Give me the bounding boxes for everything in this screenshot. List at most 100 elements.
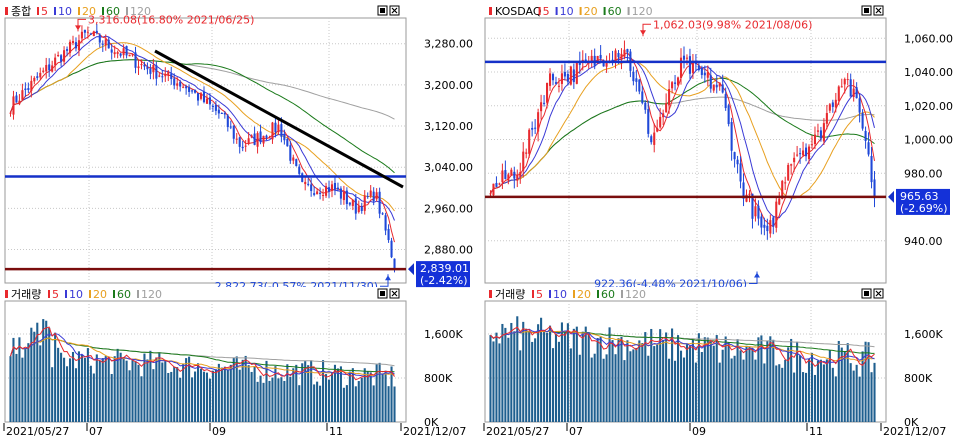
volume-bar	[179, 377, 182, 422]
ma-legend-label: 20	[82, 5, 96, 18]
x-tick-label: 11	[329, 425, 343, 437]
volume-bar	[211, 370, 214, 422]
volume-bar	[63, 357, 66, 422]
volume-bar	[149, 350, 152, 422]
volume-bar	[802, 372, 805, 422]
ma-legend-label: 5	[543, 5, 550, 18]
volume-bar	[354, 386, 357, 422]
candle-body	[873, 179, 876, 199]
kosdaq-volume-chart: 1,600K 800K 0K	[484, 300, 943, 429]
y-tick-label: 3,120.00	[424, 120, 473, 133]
volume-bar	[256, 381, 259, 422]
candle-body	[271, 122, 274, 140]
volume-bar	[202, 371, 206, 422]
ma-legend-marker	[37, 7, 39, 15]
volume-bar	[522, 321, 525, 422]
candle-body	[531, 127, 534, 130]
volume-bar	[828, 349, 831, 422]
candle-body	[42, 70, 45, 72]
candle-body	[852, 88, 855, 97]
candle-body	[751, 193, 754, 219]
volume-bar	[21, 357, 24, 422]
candle-body	[813, 134, 817, 144]
candle-body	[519, 172, 522, 178]
volume-bar	[316, 381, 319, 422]
volume-bar	[298, 385, 301, 422]
volume-bar	[164, 361, 167, 422]
candle-body	[492, 183, 495, 196]
candle-body	[176, 83, 179, 86]
candle-body	[247, 138, 250, 144]
current-change: (-2.42%)	[420, 274, 468, 287]
ma-legend-marker	[579, 7, 582, 15]
volume-bar	[223, 366, 226, 422]
volume-bar	[292, 368, 295, 422]
volume-bar	[116, 348, 119, 422]
volume-bar	[772, 339, 775, 422]
volume-bar	[623, 360, 626, 422]
ma-legend-marker	[113, 290, 115, 298]
candle-body	[134, 52, 137, 68]
volume-bar	[510, 322, 513, 422]
ma-legend-marker	[532, 290, 534, 298]
volume-bar	[214, 369, 217, 422]
candle-body	[745, 194, 748, 202]
candle-body	[498, 183, 501, 185]
candle-body	[769, 220, 772, 234]
candle-body	[342, 191, 345, 201]
current-pointer-icon	[408, 263, 414, 276]
candle-body	[51, 65, 54, 72]
candle-body	[825, 113, 828, 124]
y-tick-label: 1,040.00	[904, 66, 953, 79]
volume-bar	[381, 373, 384, 422]
candle-body	[223, 112, 226, 115]
candle-body	[80, 31, 83, 39]
candle-body	[635, 78, 638, 82]
volume-bar	[870, 372, 873, 422]
volume-bar	[611, 340, 614, 422]
volume-bar	[128, 370, 131, 422]
kospi-volume-chart: 1,600K 800K 0K	[4, 300, 463, 429]
volume-bar	[653, 346, 656, 422]
volume-bar	[790, 338, 793, 422]
volume-bar	[235, 356, 238, 422]
ma-legend-marker	[54, 7, 56, 15]
ma-legend-label: 10	[69, 288, 83, 301]
candle-body	[626, 49, 629, 53]
candle-body	[709, 75, 712, 89]
volume-bar	[208, 378, 211, 422]
volume-bar	[60, 352, 63, 422]
low-arrow-icon	[754, 272, 760, 278]
volume-bar	[855, 364, 858, 422]
volume-bar	[700, 352, 703, 422]
candle-body	[617, 52, 620, 58]
ma-legend-marker	[597, 290, 599, 298]
candle-body	[256, 133, 259, 147]
volume-bar	[787, 347, 790, 422]
candle-body	[208, 97, 211, 105]
volume-bar	[608, 327, 611, 422]
volume-bar	[748, 346, 751, 422]
candle-body	[107, 39, 110, 49]
candle-body	[244, 145, 247, 147]
candle-body	[566, 74, 569, 82]
y-tick-label: 1,060.00	[904, 32, 953, 45]
candle-body	[253, 133, 256, 145]
volume-bar	[86, 348, 89, 422]
candle-body	[557, 85, 560, 87]
volume-bar	[492, 341, 495, 422]
volume-bar	[843, 350, 846, 422]
panel-title: KOSDAQ	[495, 5, 542, 18]
volume-bar	[274, 366, 277, 422]
candle-body	[840, 86, 843, 88]
volume-bar	[182, 363, 185, 422]
volume-bar	[146, 359, 149, 422]
candle-body	[834, 99, 837, 108]
volume-bar	[27, 343, 30, 422]
candle-body	[831, 102, 834, 107]
candle-body	[659, 116, 662, 128]
volume-bar	[262, 382, 265, 422]
volume-bar	[345, 385, 348, 422]
candle-body	[214, 104, 217, 111]
volume-bar	[840, 347, 843, 422]
